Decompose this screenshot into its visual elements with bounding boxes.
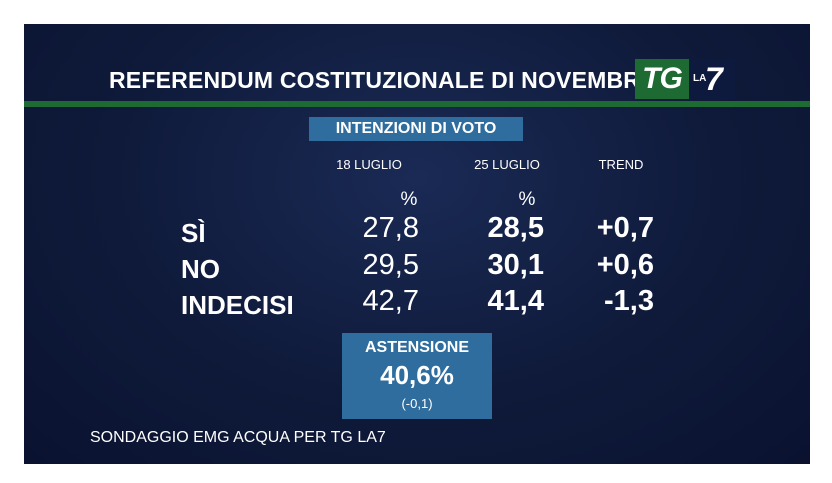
- cell-si-trend: +0,7: [596, 212, 654, 244]
- row-label-si: SÌ: [181, 218, 206, 248]
- cell-no-trend: +0,6: [596, 249, 654, 281]
- title-underline: [24, 101, 810, 107]
- cell-no-18-luglio: 29,5: [362, 249, 419, 281]
- table-title: INTENZIONI DI VOTO: [309, 117, 523, 141]
- la7-logo: LA 7: [689, 59, 735, 99]
- unit-18-luglio: %: [400, 189, 418, 210]
- broadcast-graphic: REFERENDUM COSTITUZIONALE DI NOVEMBRE TG…: [24, 24, 810, 464]
- column-header-18-luglio: 18 LUGLIO: [336, 157, 402, 172]
- astensione-label: ASTENSIONE: [364, 339, 469, 356]
- astensione-delta: (-0,1): [401, 396, 433, 411]
- column-header-25-luglio: 25 LUGLIO: [474, 157, 540, 172]
- unit-25-luglio: %: [518, 189, 536, 210]
- astensione-value: 40,6%: [380, 360, 454, 390]
- cell-indecisi-18-luglio: 42,7: [362, 285, 419, 317]
- cell-si-18-luglio: 27,8: [362, 212, 419, 244]
- la7-logo-la: LA: [693, 73, 707, 84]
- tg-logo: TG: [635, 59, 689, 99]
- la7-logo-7: 7: [705, 61, 723, 97]
- cell-indecisi-25-luglio: 41,4: [487, 285, 544, 317]
- row-label-indecisi: INDECISI: [181, 290, 294, 320]
- column-header-trend: TREND: [598, 157, 644, 172]
- cell-si-25-luglio: 28,5: [487, 212, 544, 244]
- row-label-no: NO: [181, 254, 220, 284]
- cell-no-25-luglio: 30,1: [487, 249, 544, 281]
- graphic-title: REFERENDUM COSTITUZIONALE DI NOVEMBRE: [109, 67, 656, 93]
- source-note: SONDAGGIO EMG ACQUA PER TG LA7: [90, 429, 386, 446]
- cell-indecisi-trend: -1,3: [604, 285, 654, 317]
- astensione-box: ASTENSIONE 40,6% (-0,1): [342, 333, 492, 419]
